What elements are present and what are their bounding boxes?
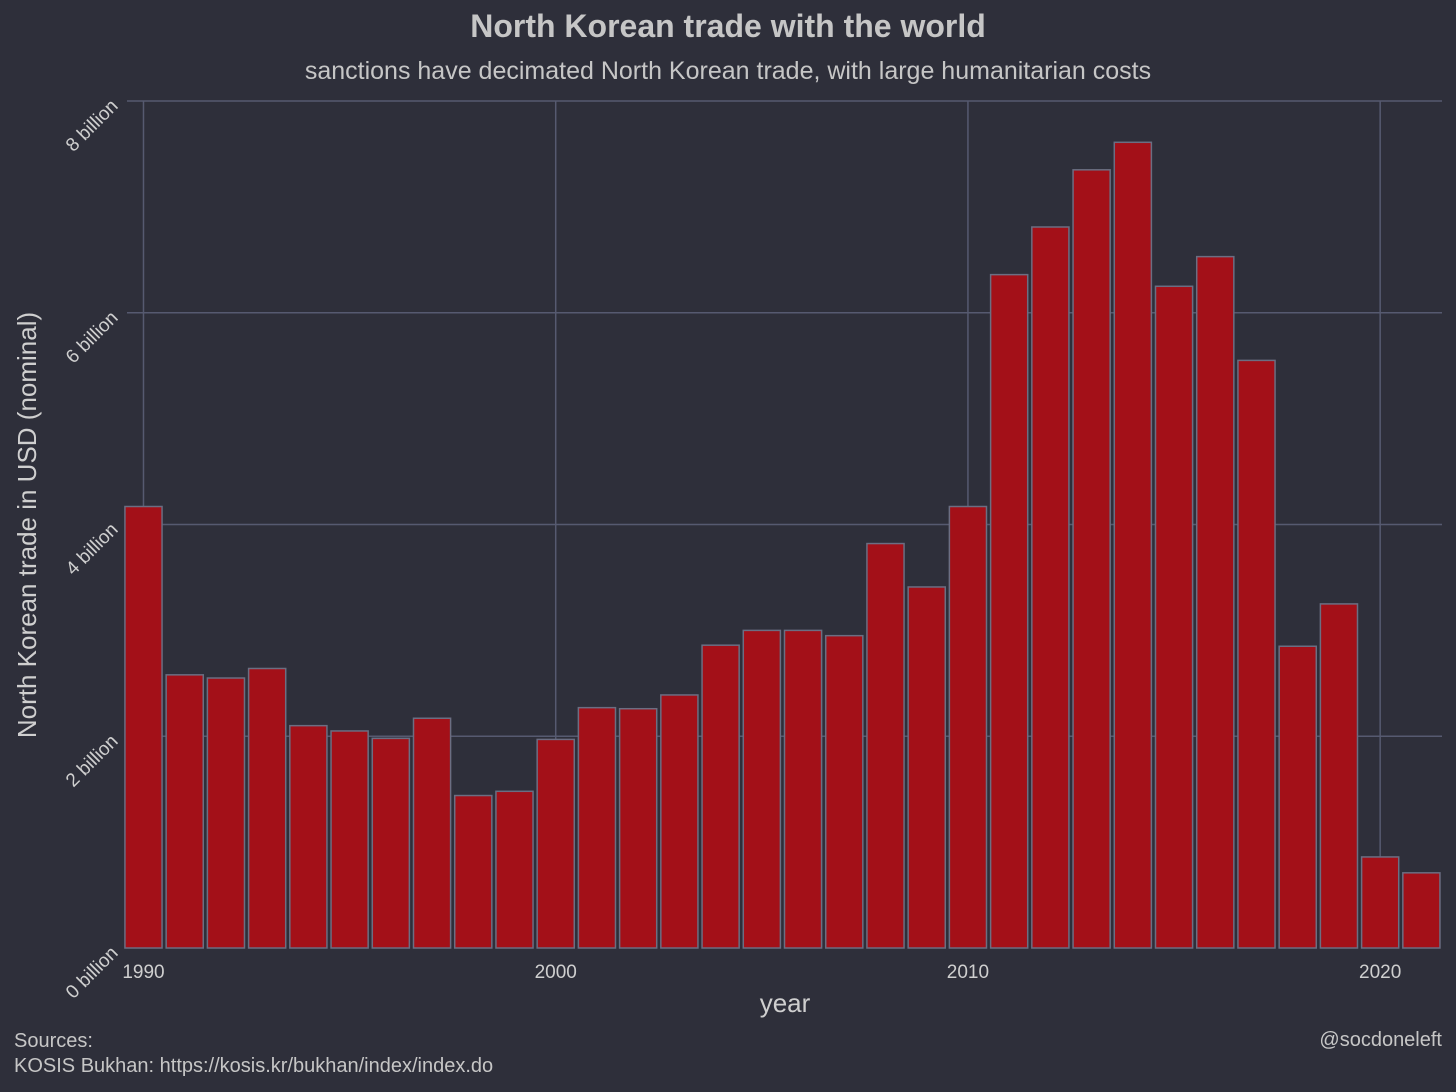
bar-1993 (247, 667, 287, 949)
bar-2004 (701, 644, 740, 949)
author-credit[interactable]: @socdoneleft (1319, 1029, 1442, 1051)
bar-2019 (1319, 603, 1359, 949)
bar-2016 (1195, 255, 1235, 949)
bar-2018 (1278, 645, 1318, 949)
y-tick-label: 4 billion (62, 519, 122, 579)
bar-1991 (165, 674, 205, 949)
x-tick-label: 2000 (535, 962, 577, 983)
y-tick-label: 0 billion (62, 943, 122, 1003)
bar-2006 (783, 629, 823, 949)
sources-link[interactable]: KOSIS Bukhan: https://kosis.kr/bukhan/in… (14, 1055, 494, 1077)
y-tick-label: 2 billion (62, 731, 122, 791)
bar-2005 (742, 629, 782, 949)
bar-2021 (1402, 872, 1441, 949)
bar-2015 (1154, 285, 1194, 949)
y-tick-label: 6 billion (62, 307, 122, 367)
bar-1994 (289, 724, 328, 949)
bar-2011 (989, 273, 1029, 949)
bar-2007 (824, 634, 864, 949)
bar-1999 (495, 790, 534, 949)
x-tick-label: 1990 (122, 962, 164, 983)
bar-2008 (866, 542, 905, 949)
bar-2014 (1113, 141, 1153, 949)
chart-subtitle: sanctions have decimated North Korean tr… (304, 57, 1152, 85)
y-tick-label: 8 billion (62, 96, 122, 156)
bar-1992 (206, 677, 246, 949)
sources-note: Sources: KOSIS Bukhan: https://kosis.kr/… (14, 1029, 493, 1079)
bar-2012 (1031, 226, 1070, 949)
chart-title: North Korean trade with the world (470, 8, 986, 44)
bar-2010 (948, 505, 988, 949)
bar-2009 (907, 586, 947, 949)
bars (124, 141, 1441, 949)
bar-2013 (1072, 169, 1111, 949)
bar-2002 (618, 707, 658, 949)
bar-1998 (453, 794, 493, 949)
bar-2000 (536, 738, 576, 949)
bar-2017 (1237, 359, 1276, 949)
bar-2003 (660, 694, 699, 949)
bar-1990 (124, 505, 163, 949)
bar-2001 (577, 706, 617, 949)
bar-2020 (1360, 856, 1400, 949)
bar-1997 (412, 717, 452, 949)
sources-label: Sources: (14, 1030, 93, 1052)
x-tick-label: 2020 (1359, 962, 1401, 983)
y-axis-label: North Korean trade in USD (nominal) (12, 312, 42, 738)
bar-1996 (371, 737, 411, 949)
x-tick-label: 2010 (947, 962, 989, 983)
bar-1995 (330, 730, 369, 949)
x-axis-label: year (760, 988, 811, 1018)
